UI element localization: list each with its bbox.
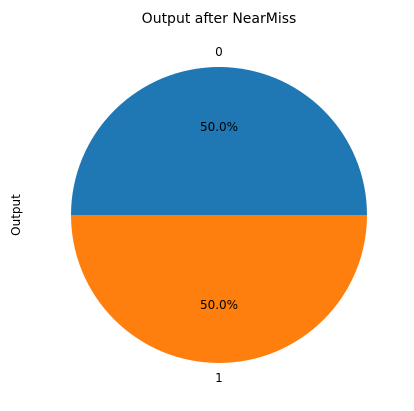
slice-category-label-1: 1 xyxy=(215,371,223,385)
y-axis-label: Output xyxy=(9,194,23,236)
chart-title: Output after NearMiss xyxy=(142,11,297,27)
pie-labels: 0 50.0% 1 50.0% xyxy=(200,45,238,385)
pie-slice-0 xyxy=(71,67,367,215)
pie-slice-1 xyxy=(71,215,367,363)
slice-percent-label-1: 50.0% xyxy=(200,298,238,312)
slice-percent-label-0: 50.0% xyxy=(200,120,238,134)
pie-slices xyxy=(71,67,367,363)
slice-category-label-0: 0 xyxy=(215,45,223,59)
